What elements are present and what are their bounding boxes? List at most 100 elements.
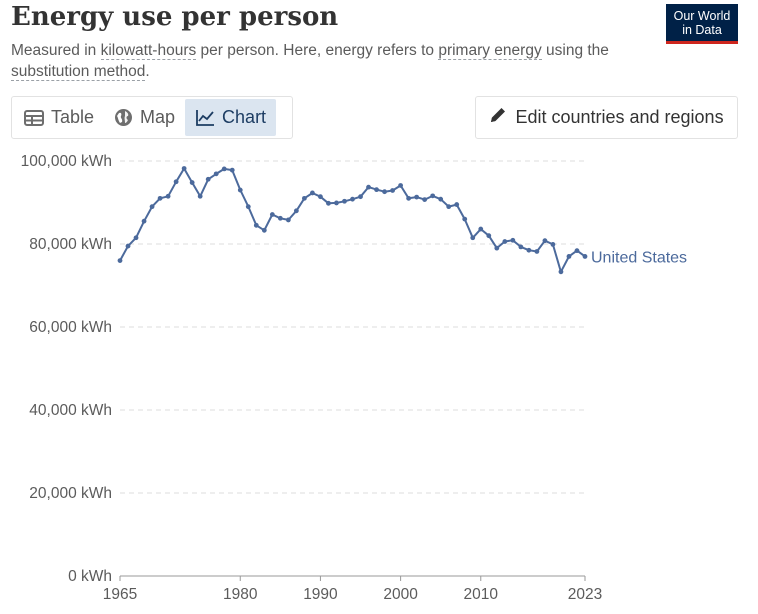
- data-point[interactable]: [446, 204, 452, 210]
- data-point[interactable]: [133, 235, 139, 241]
- data-point[interactable]: [197, 193, 203, 199]
- data-point[interactable]: [269, 212, 275, 217]
- data-point[interactable]: [430, 193, 436, 199]
- data-point[interactable]: [470, 235, 476, 241]
- data-point[interactable]: [205, 176, 211, 182]
- tab-table[interactable]: Table: [14, 99, 104, 136]
- data-point[interactable]: [181, 166, 187, 171]
- data-point[interactable]: [261, 227, 267, 233]
- data-point[interactable]: [462, 216, 468, 222]
- data-point[interactable]: [189, 180, 195, 185]
- edit-countries-label: Edit countries and regions: [515, 107, 724, 127]
- primary-energy-link[interactable]: primary energy: [438, 42, 542, 60]
- data-point[interactable]: [518, 244, 524, 250]
- series-label[interactable]: United States: [591, 249, 687, 266]
- y-tick-label: 20,000 kWh: [29, 485, 112, 502]
- data-point[interactable]: [245, 204, 251, 210]
- data-point[interactable]: [310, 190, 315, 196]
- y-tick-label: 40,000 kWh: [29, 402, 112, 419]
- pencil-icon: [489, 106, 507, 129]
- globe-icon: [114, 108, 133, 127]
- data-point[interactable]: [293, 208, 299, 214]
- edit-countries-button[interactable]: Edit countries and regions: [475, 96, 738, 139]
- data-point[interactable]: [486, 233, 492, 239]
- data-point[interactable]: [566, 254, 572, 259]
- tab-table-label: Table: [51, 107, 95, 127]
- data-point[interactable]: [366, 184, 371, 190]
- x-tick-label: 2010: [464, 586, 499, 603]
- data-point[interactable]: [117, 258, 123, 263]
- data-point[interactable]: [141, 218, 147, 224]
- data-point[interactable]: [326, 200, 331, 206]
- tab-map[interactable]: Map: [104, 99, 185, 136]
- y-tick-label: 60,000 kWh: [29, 319, 112, 336]
- data-point[interactable]: [334, 200, 339, 206]
- data-point[interactable]: [149, 204, 155, 210]
- data-point[interactable]: [390, 188, 395, 193]
- data-point[interactable]: [237, 187, 243, 193]
- data-point[interactable]: [398, 183, 404, 188]
- data-point[interactable]: [213, 171, 219, 177]
- data-point[interactable]: [558, 269, 564, 275]
- x-axis: 1965 1980 1990 2000 2010 2023: [103, 575, 602, 603]
- chart-title: Energy use per person: [11, 2, 339, 32]
- data-point[interactable]: [221, 166, 227, 172]
- logo-line-2: in Data: [682, 23, 722, 37]
- data-point[interactable]: [277, 215, 283, 221]
- data-point[interactable]: [454, 202, 460, 207]
- data-point[interactable]: [350, 196, 355, 202]
- substitution-method-link[interactable]: substitution method: [11, 63, 146, 81]
- data-point[interactable]: [582, 254, 588, 259]
- x-tick-label: 2000: [383, 586, 418, 603]
- data-point[interactable]: [358, 194, 363, 200]
- tab-chart[interactable]: Chart: [185, 99, 277, 136]
- logo-line-1: Our World: [673, 9, 731, 23]
- data-point[interactable]: [502, 239, 508, 244]
- data-point[interactable]: [301, 195, 307, 201]
- chart-subtitle: Measured in kilowatt-hours per person. H…: [11, 40, 631, 82]
- data-point[interactable]: [542, 238, 548, 244]
- y-tick-label: 100,000 kWh: [21, 153, 112, 170]
- subtitle-text-1: Measured in: [11, 42, 101, 59]
- x-tick-label: 2023: [568, 586, 602, 603]
- data-point[interactable]: [157, 195, 163, 201]
- data-point[interactable]: [125, 243, 131, 249]
- tab-map-label: Map: [140, 107, 176, 127]
- data-point[interactable]: [374, 187, 379, 193]
- data-point[interactable]: [318, 194, 323, 200]
- data-point[interactable]: [253, 222, 259, 228]
- table-icon: [24, 109, 44, 126]
- subtitle-text-4: .: [145, 63, 150, 80]
- grid-layer: 0 kWh 20,000 kWh 40,000 kWh 60,000 kWh 80,00…: [21, 153, 585, 585]
- data-point[interactable]: [382, 189, 387, 195]
- data-point[interactable]: [510, 237, 516, 243]
- tab-chart-label: Chart: [222, 107, 267, 127]
- line-chart-icon: [195, 109, 215, 127]
- data-point[interactable]: [526, 247, 532, 253]
- owid-logo[interactable]: Our World in Data: [666, 4, 738, 44]
- data-point[interactable]: [494, 245, 500, 251]
- x-tick-label: 1980: [223, 586, 258, 603]
- data-point[interactable]: [229, 167, 235, 173]
- data-point[interactable]: [342, 198, 347, 204]
- data-point[interactable]: [406, 195, 412, 201]
- y-tick-label: 80,000 kWh: [29, 236, 112, 253]
- data-point[interactable]: [165, 193, 171, 199]
- view-tabs: Table Map Chart: [11, 96, 293, 139]
- y-tick-label: 0 kWh: [68, 568, 112, 585]
- data-point[interactable]: [574, 248, 580, 254]
- data-point[interactable]: [550, 242, 556, 247]
- data-point[interactable]: [414, 194, 420, 200]
- x-tick-label: 1965: [103, 586, 137, 603]
- series-layer: United States: [117, 166, 687, 275]
- data-point[interactable]: [422, 197, 428, 202]
- kilowatt-hours-link[interactable]: kilowatt-hours: [100, 42, 197, 60]
- data-point[interactable]: [534, 249, 540, 254]
- subtitle-text-3: using the: [541, 42, 609, 59]
- series-line-0[interactable]: [119, 167, 586, 273]
- data-point[interactable]: [438, 196, 444, 202]
- data-point[interactable]: [478, 226, 484, 232]
- data-point[interactable]: [173, 179, 179, 185]
- data-point[interactable]: [285, 217, 291, 223]
